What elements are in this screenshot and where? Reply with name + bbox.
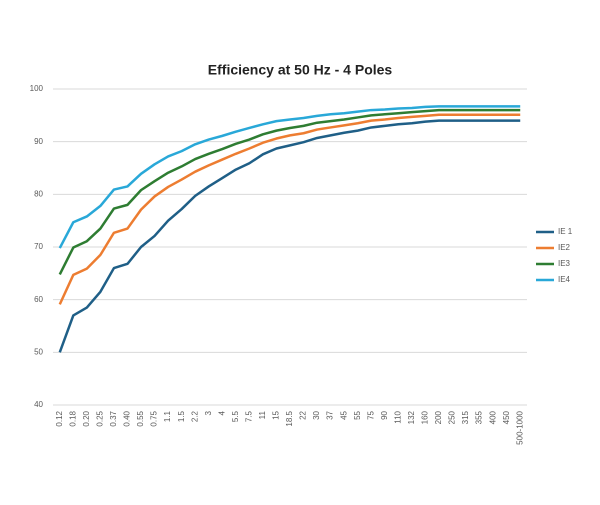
x-tick-label: 30 <box>312 410 321 419</box>
x-tick-label: 45 <box>339 410 348 419</box>
x-tick-label: 0.37 <box>109 410 118 426</box>
x-tick-label: 37 <box>326 410 335 419</box>
legend-label: IE4 <box>558 275 571 284</box>
x-tick-label: 3 <box>204 410 213 415</box>
x-tick-label: 355 <box>475 410 484 424</box>
x-tick-label: 0.40 <box>123 410 132 426</box>
legend-label: IE3 <box>558 259 571 268</box>
x-tick-label: 11 <box>258 410 267 419</box>
x-tick-label: 90 <box>380 410 389 419</box>
x-tick-label: 15 <box>272 410 281 419</box>
y-tick-label: 90 <box>34 137 43 146</box>
x-tick-label: 75 <box>366 410 375 419</box>
x-tick-label: 200 <box>434 410 443 424</box>
series-line <box>58 119 521 353</box>
y-tick-label: 100 <box>30 84 44 93</box>
x-tick-label: 160 <box>421 410 430 424</box>
y-tick-label: 80 <box>34 189 43 198</box>
x-tick-label: 2.2 <box>190 410 199 422</box>
series-line <box>58 105 521 249</box>
y-tick-label: 50 <box>34 347 43 356</box>
y-tick-label: 70 <box>34 242 43 251</box>
x-tick-label: 250 <box>448 410 457 424</box>
y-tick-label: 40 <box>34 400 43 409</box>
x-tick-label: 400 <box>488 410 497 424</box>
chart-title: Efficiency at 50 Hz - 4 Poles <box>208 62 393 78</box>
x-tick-label: 110 <box>393 410 402 423</box>
legend-label: IE2 <box>558 243 571 252</box>
x-tick-label: 315 <box>461 410 470 424</box>
series-line <box>58 108 521 275</box>
x-tick-label: 55 <box>353 410 362 419</box>
x-tick-label: 5.5 <box>231 410 240 422</box>
x-tick-label: 0.12 <box>55 410 64 426</box>
x-tick-label: 0.55 <box>136 410 145 426</box>
x-tick-label: 18.5 <box>285 410 294 426</box>
x-tick-label: 22 <box>299 410 308 419</box>
x-tick-label: 0.25 <box>96 410 105 426</box>
x-tick-label: 500-1000 <box>515 410 524 444</box>
x-tick-label: 0.75 <box>150 410 159 426</box>
y-tick-label: 60 <box>34 295 43 304</box>
x-tick-label: 450 <box>502 410 511 424</box>
legend-label: IE 1 <box>558 227 573 236</box>
x-tick-label: 7.5 <box>244 410 253 422</box>
x-tick-label: 1.5 <box>177 410 186 422</box>
x-tick-label: 0.18 <box>68 410 77 426</box>
x-tick-label: 4 <box>217 410 226 415</box>
x-tick-label: 132 <box>407 410 416 424</box>
series-line <box>58 113 521 305</box>
x-tick-label: 1.1 <box>163 410 172 422</box>
x-tick-label: 0.20 <box>82 410 91 426</box>
